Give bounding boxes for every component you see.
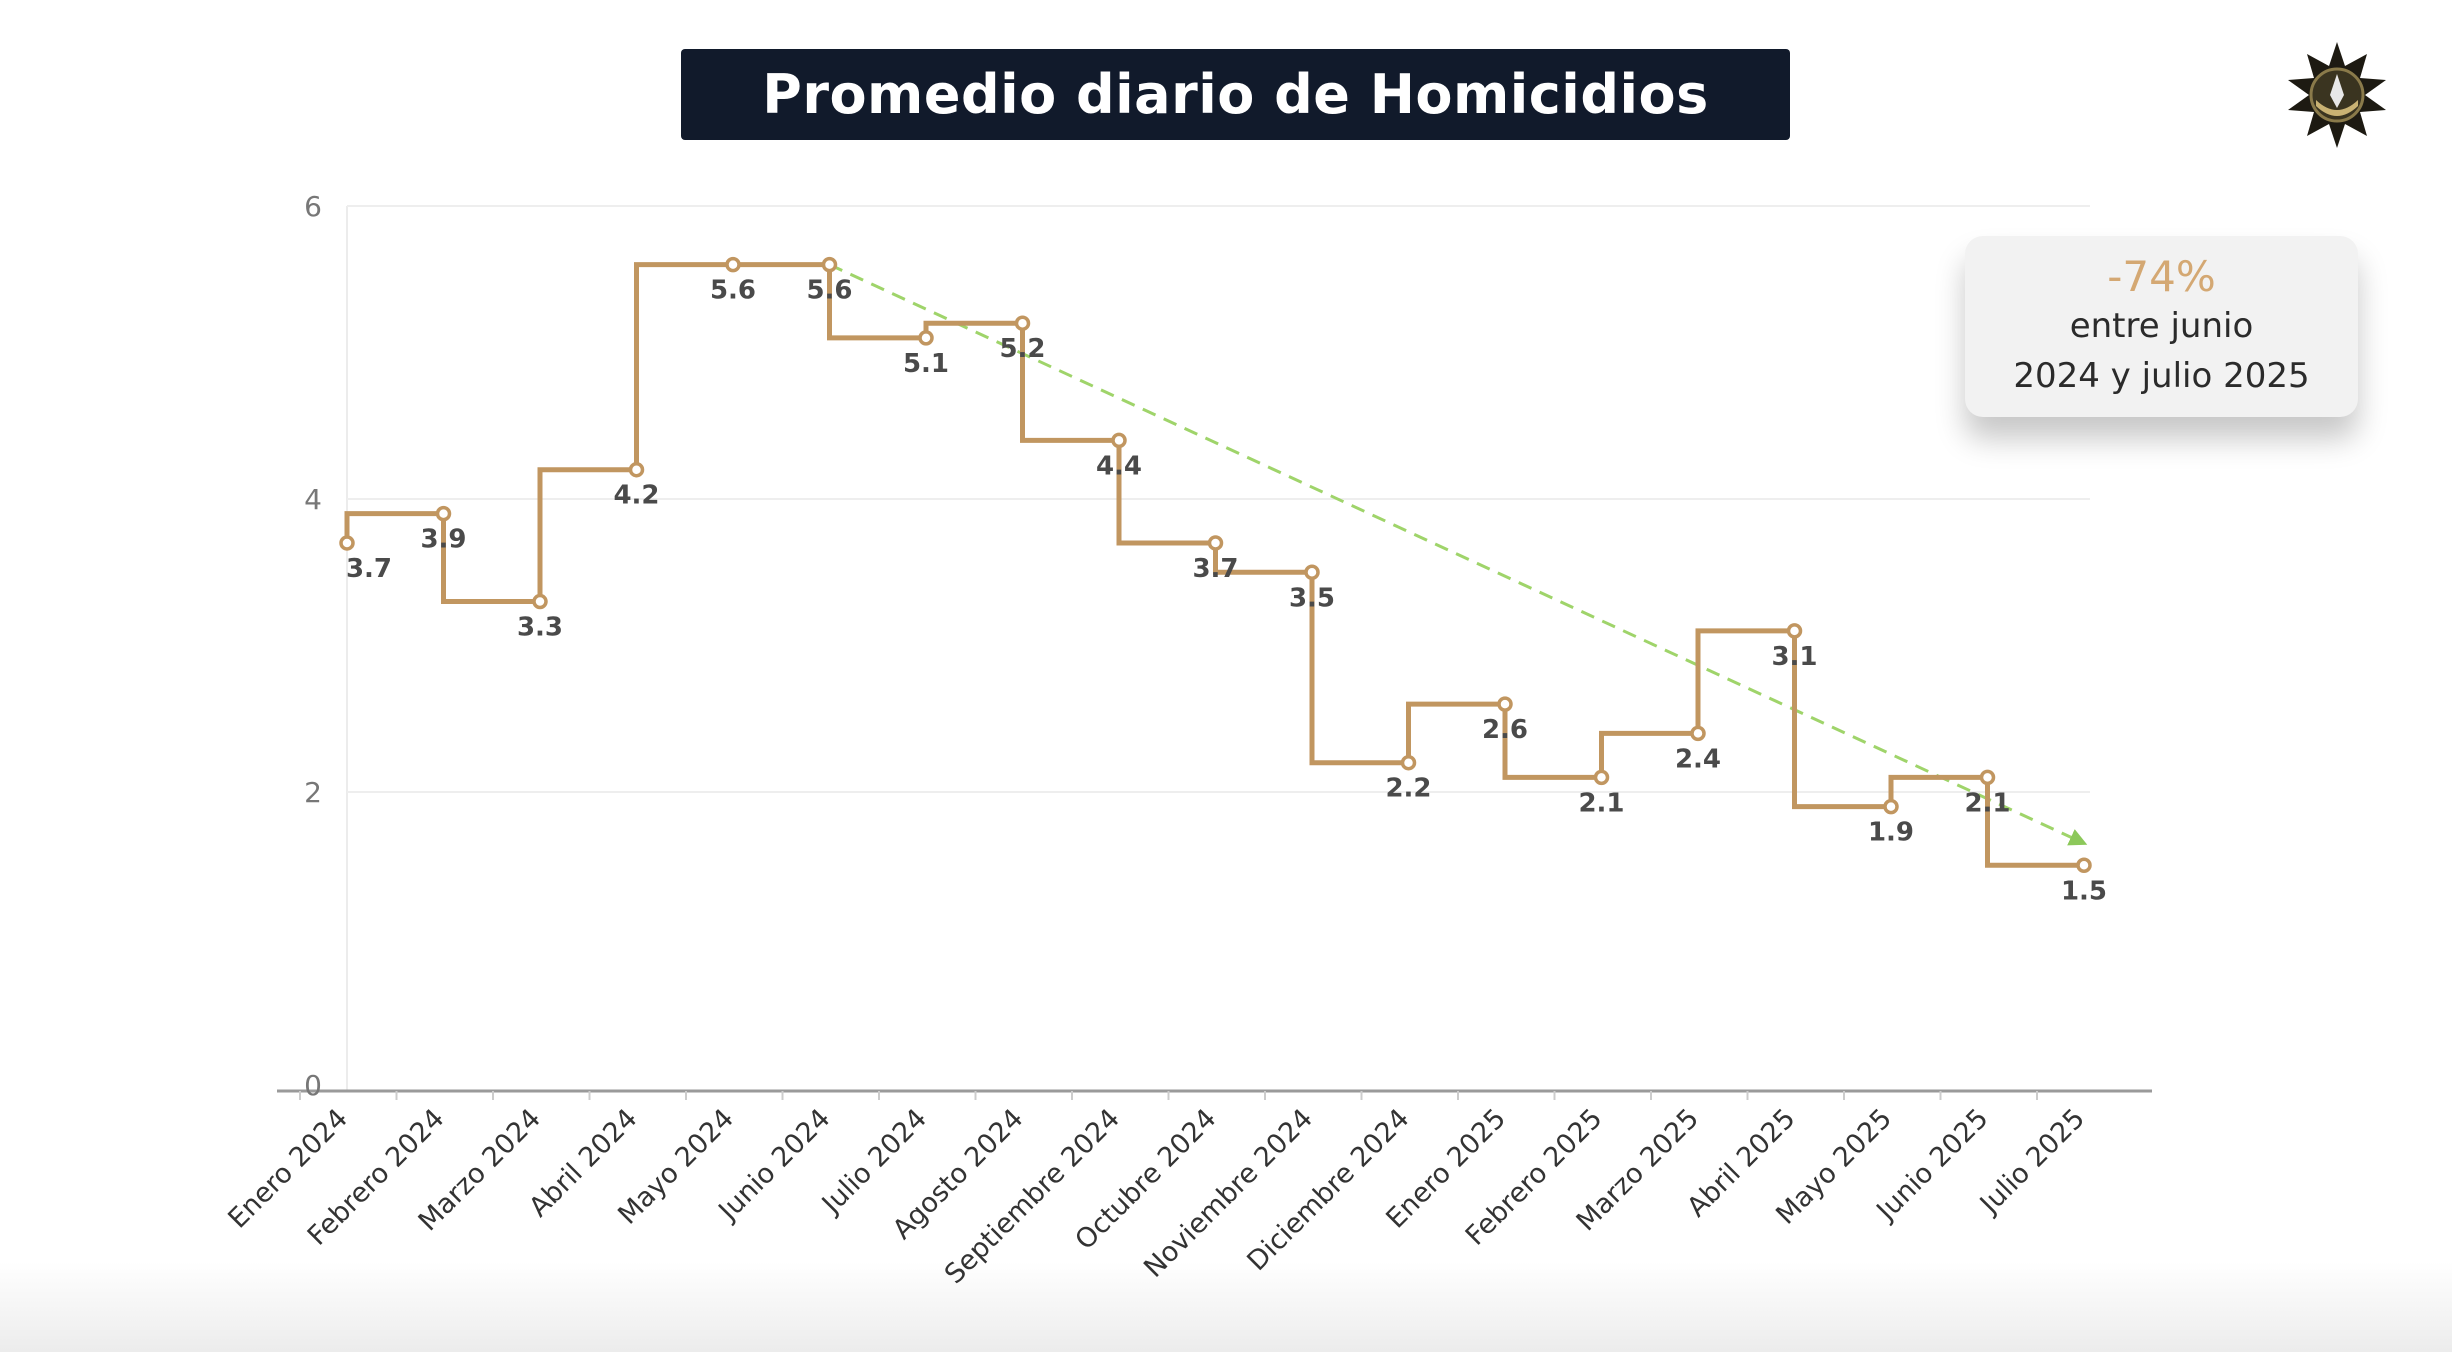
data-point [1400,754,1417,771]
data-point [1497,696,1513,712]
data-label: 5.6 [710,276,756,306]
data-label: 3.7 [346,554,392,584]
data-point [1014,315,1031,331]
police-star-badge-icon [2288,42,2386,148]
y-tick-label: 6 [304,190,322,223]
x-tick-label: Noviembre 2024 [1138,1103,1319,1284]
y-tick-label: 2 [304,776,322,809]
x-tick-label: Julio 2025 [1973,1103,2091,1221]
data-label: 3.9 [420,525,466,555]
data-label: 2.4 [1675,744,1721,774]
data-point [1304,564,1320,580]
data-point [1979,769,1996,786]
data-point [1593,769,1610,786]
y-tick-label: 4 [304,483,322,516]
title-banner: Promedio diario de Homicidios [681,49,1790,140]
data-point [918,330,934,346]
y-tick-label: 0 [304,1069,322,1102]
data-point [1207,535,1224,551]
series-step-line [344,262,2084,868]
data-point [339,535,355,551]
data-point [532,593,548,610]
callout-percentage: -74% [2107,252,2216,301]
data-point [1883,798,1899,815]
callout-line-2: 2024 y julio 2025 [2013,356,2310,396]
trend-line [828,263,2088,846]
reduction-callout: -74% entre junio 2024 y julio 2025 [1965,236,2358,417]
data-point [2076,857,2092,873]
data-point [1690,725,1706,742]
data-point [821,256,838,273]
data-label: 1.5 [2061,876,2107,906]
chart-title: Promedio diario de Homicidios [762,63,1709,126]
data-label: 2.1 [1964,788,2010,818]
data-label: 2.1 [1578,788,1624,818]
data-label: 4.2 [613,481,659,511]
x-tick-label: Septiembre 2024 [939,1103,1126,1290]
data-label: 3.3 [517,613,563,643]
data-label: 4.4 [1096,451,1142,481]
data-point [725,256,741,273]
data-point [435,505,452,522]
data-label: 2.2 [1385,774,1431,804]
data-point [1786,623,1803,639]
data-label: 5.6 [806,276,852,306]
data-label: 3.1 [1771,642,1817,672]
bottom-shade [0,1262,2452,1352]
data-label: 5.2 [999,334,1045,364]
data-label: 3.5 [1289,583,1335,613]
data-label: 1.9 [1868,818,1914,848]
data-label: 5.1 [903,349,949,379]
data-point [1111,432,1127,449]
callout-line-1: entre junio [2069,306,2254,346]
data-point [628,461,645,478]
x-tick-label: Diciembre 2024 [1241,1103,1415,1277]
data-label: 3.7 [1192,554,1238,584]
data-label: 2.6 [1482,715,1528,745]
